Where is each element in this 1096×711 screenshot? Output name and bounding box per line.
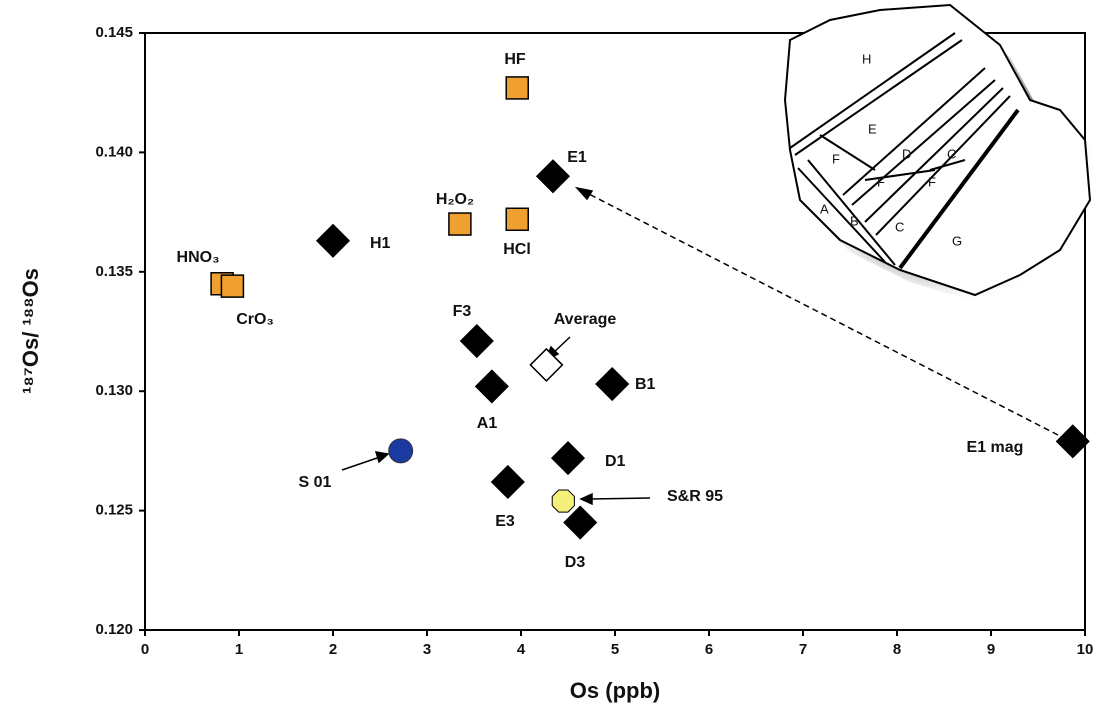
data-point: [490, 464, 525, 500]
inset-line: [797, 167, 886, 263]
x-tick-label: 9: [987, 641, 995, 658]
data-point: [505, 76, 529, 100]
point-label: B1: [635, 376, 656, 393]
point-label: Average: [554, 311, 617, 328]
inset-line: [864, 87, 1004, 223]
inset-line: [864, 169, 936, 181]
inset-line: [807, 159, 896, 266]
data-point: [563, 505, 598, 540]
y-tick-label: 0.140: [95, 143, 133, 160]
y-tick-label: 0.125: [95, 502, 133, 519]
data-point: [448, 212, 472, 236]
y-tick-label: 0.135: [95, 263, 133, 280]
data-point: [388, 438, 414, 464]
inset-line: [842, 67, 986, 196]
inset-label: D: [902, 146, 911, 161]
data-point: [474, 369, 509, 404]
point-label: A1: [477, 415, 498, 432]
x-tick-label: 7: [799, 641, 807, 658]
inset-label: B: [850, 213, 859, 228]
point-label: D3: [565, 554, 586, 571]
x-tick-label: 1: [235, 641, 243, 658]
x-tick-label: 0: [141, 641, 149, 658]
arrow: [341, 456, 381, 471]
point-label: HCl: [503, 241, 531, 258]
arrow: [584, 191, 1059, 436]
inset-label: C: [947, 146, 956, 161]
point-label: H1: [370, 235, 391, 252]
annotation-arrows: [341, 186, 1059, 506]
x-tick-label: 2: [329, 641, 337, 658]
arrow-head: [574, 186, 594, 201]
point-label: E1: [567, 149, 587, 166]
y-tick-label: 0.120: [95, 621, 133, 638]
point-label: CrO₃: [236, 311, 274, 328]
inset-label: F: [928, 174, 936, 189]
data-point: [459, 323, 494, 359]
inset-label: F: [877, 174, 885, 189]
inset-line: [819, 134, 876, 171]
inset-line: [929, 159, 966, 171]
point-label: S&R 95: [667, 488, 723, 505]
arrow: [589, 497, 651, 500]
x-axis-title: Os (ppb): [570, 678, 660, 703]
inset-line: [851, 79, 996, 206]
inset-outline: [783, 3, 1092, 297]
point-label: H₂O₂: [436, 191, 474, 208]
y-tick-label: 0.145: [95, 24, 133, 41]
data-point: [315, 223, 351, 258]
x-tick-label: 5: [611, 641, 619, 658]
inset-label: A: [820, 201, 829, 216]
point-label: E3: [495, 513, 515, 530]
data-point: [220, 274, 245, 298]
point-label: F3: [453, 303, 472, 320]
point-label: HNO₃: [177, 249, 220, 266]
arrow-head: [374, 451, 390, 464]
data-point: [535, 159, 571, 194]
point-label: HF: [504, 51, 526, 68]
inset-label: F: [832, 151, 840, 166]
x-tick-label: 10: [1077, 641, 1094, 658]
data-point: [505, 207, 529, 232]
arrow-head: [579, 492, 593, 506]
y-axis-title: ¹⁸⁷Os/ ¹⁸⁸Os: [18, 268, 43, 394]
inset-diagram: H E F D C F F A B C G: [783, 3, 1096, 305]
inset-label: C: [895, 219, 904, 234]
x-tick-label: 6: [705, 641, 713, 658]
x-tick-label: 8: [893, 641, 901, 658]
inset-label: E: [868, 121, 877, 136]
inset-label: H: [862, 51, 871, 66]
data-point: [550, 441, 586, 476]
x-tick-label: 3: [423, 641, 431, 658]
data-point: [595, 366, 630, 402]
data-point: [551, 489, 575, 513]
inset-line: [898, 108, 1020, 270]
point-label: E1 mag: [967, 439, 1024, 456]
inset-line: [789, 32, 956, 149]
y-tick-label: 0.130: [95, 382, 133, 399]
point-label: D1: [605, 453, 626, 470]
data-point: [529, 347, 564, 382]
x-tick-label: 4: [517, 641, 526, 658]
inset-label: G: [952, 233, 962, 248]
data-point: [1055, 424, 1090, 459]
point-label: S 01: [299, 474, 332, 491]
